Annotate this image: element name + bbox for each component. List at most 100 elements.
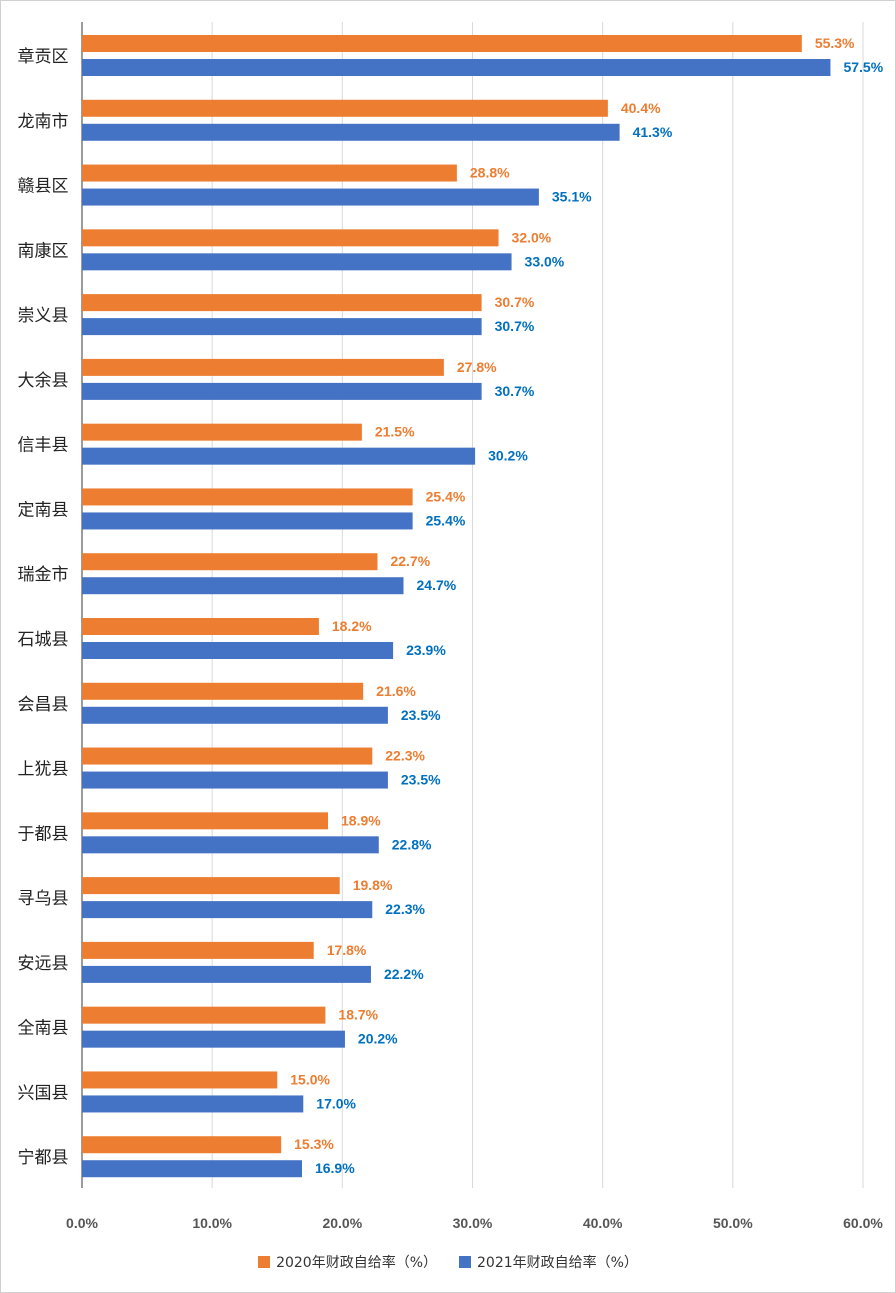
- data-label-2021: 23.5%: [401, 707, 441, 723]
- data-label-2020: 15.3%: [294, 1136, 334, 1152]
- data-label-2020: 18.9%: [341, 812, 381, 828]
- legend-item-2021: 2021年财政自给率（%）: [459, 1252, 638, 1272]
- data-label-2021: 30.7%: [495, 383, 535, 399]
- data-label-2021: 22.8%: [392, 836, 432, 852]
- bar-2021: [82, 188, 539, 206]
- bar-2020: [82, 229, 499, 247]
- data-label-2020: 25.4%: [426, 488, 466, 504]
- category-label: 定南县: [18, 500, 69, 520]
- x-tick-label: 30.0%: [453, 1215, 493, 1231]
- category-label: 寻乌县: [18, 889, 69, 909]
- bar-2021: [82, 836, 379, 854]
- bar-2020: [82, 553, 378, 571]
- data-label-2020: 19.8%: [353, 877, 393, 893]
- bar-2020: [82, 1006, 326, 1024]
- bar-2020: [82, 941, 314, 959]
- category-label: 大余县: [18, 371, 69, 391]
- data-label-2021: 35.1%: [552, 189, 592, 205]
- bar-2020: [82, 358, 444, 376]
- bar-2020: [82, 164, 457, 182]
- data-label-2020: 21.5%: [375, 424, 415, 440]
- data-label-2021: 24.7%: [417, 577, 457, 593]
- legend-swatch-2021: [459, 1256, 471, 1268]
- data-label-2021: 23.5%: [401, 772, 441, 788]
- x-tick-labels: 0.0% 10.0% 20.0% 30.0% 40.0% 50.0% 60.0%: [66, 1215, 883, 1231]
- bar-2020: [82, 423, 362, 441]
- x-tick-label: 20.0%: [322, 1215, 362, 1231]
- data-label-2020: 17.8%: [327, 942, 367, 958]
- legend-label-2021: 2021年财政自给率（%）: [477, 1255, 638, 1271]
- data-label-2021: 30.7%: [495, 318, 535, 334]
- x-tick-label: 40.0%: [583, 1215, 623, 1231]
- data-label-2020: 28.8%: [470, 165, 510, 181]
- bar-2021: [82, 1160, 302, 1178]
- bar-2020: [82, 1136, 282, 1154]
- data-label-2021: 41.3%: [633, 124, 673, 140]
- data-label-2020: 18.7%: [338, 1007, 378, 1023]
- bar-2021: [82, 577, 404, 595]
- data-label-2020: 22.3%: [385, 748, 425, 764]
- data-label-2021: 25.4%: [426, 512, 466, 528]
- data-label-2020: 40.4%: [621, 100, 661, 116]
- data-label-2021: 57.5%: [843, 59, 883, 75]
- bar-2021: [82, 1095, 304, 1113]
- bar-2021: [82, 901, 373, 919]
- bar-2021: [82, 253, 512, 271]
- x-tick-label: 0.0%: [66, 1215, 98, 1231]
- x-tick-label: 10.0%: [192, 1215, 232, 1231]
- data-label-2021: 20.2%: [358, 1031, 398, 1047]
- data-label-2020: 27.8%: [457, 359, 497, 375]
- category-label: 宁都县: [18, 1148, 69, 1168]
- category-label: 兴国县: [18, 1083, 69, 1103]
- data-label-2021: 30.2%: [488, 448, 528, 464]
- category-label: 会昌县: [18, 695, 69, 715]
- bar-2020: [82, 294, 482, 312]
- category-labels: 章贡区龙南市赣县区南康区崇义县大余县信丰县定南县瑞金市石城县会昌县上犹县于都县寻…: [18, 47, 69, 1168]
- category-label: 章贡区: [18, 47, 69, 67]
- data-label-2020: 22.7%: [390, 553, 430, 569]
- bar-2021: [82, 965, 371, 983]
- x-tick-label: 60.0%: [843, 1215, 883, 1231]
- bar-2020: [82, 35, 802, 52]
- category-label: 全南县: [18, 1019, 69, 1039]
- bar-2021: [82, 706, 388, 724]
- data-labels: 55.3% 57.5% 40.4% 41.3% 28.8% 35.1% 32.0% 33.0%…: [290, 35, 883, 1176]
- bar-2021: [82, 59, 831, 76]
- bar-2020: [82, 682, 364, 700]
- bar-2021: [82, 512, 413, 530]
- bar-2021: [82, 382, 482, 400]
- category-label: 石城县: [18, 630, 69, 650]
- bar-2021: [82, 1030, 345, 1048]
- bars: [82, 35, 831, 1178]
- data-label-2021: 23.9%: [406, 642, 446, 658]
- category-label: 崇义县: [18, 306, 69, 326]
- bar-2021: [82, 447, 476, 465]
- data-label-2020: 55.3%: [815, 35, 855, 51]
- legend-label-2020: 2020年财政自给率（%）: [276, 1255, 437, 1271]
- bar-2020: [82, 618, 319, 635]
- bar-2020: [82, 99, 608, 117]
- data-label-2021: 22.3%: [385, 901, 425, 917]
- category-label: 于都县: [18, 824, 69, 844]
- bar-2021: [82, 642, 394, 659]
- category-label: 上犹县: [18, 760, 69, 780]
- bar-2021: [82, 771, 388, 789]
- category-label: 南康区: [18, 241, 69, 261]
- data-label-2020: 21.6%: [376, 683, 416, 699]
- bar-2021: [82, 318, 482, 336]
- data-label-2021: 16.9%: [315, 1160, 355, 1176]
- data-label-2021: 22.2%: [384, 966, 424, 982]
- bar-2020: [82, 488, 413, 506]
- category-label: 安远县: [18, 954, 69, 974]
- category-label: 信丰县: [18, 436, 69, 456]
- legend: 2020年财政自给率（%） 2021年财政自给率（%）: [0, 1252, 896, 1272]
- bar-2020: [82, 812, 329, 830]
- data-label-2020: 18.2%: [332, 618, 372, 634]
- data-label-2020: 32.0%: [512, 229, 552, 245]
- category-label: 龙南市: [18, 112, 69, 132]
- bar-2020: [82, 747, 373, 765]
- x-tick-label: 50.0%: [713, 1215, 753, 1231]
- legend-item-2020: 2020年财政自给率（%）: [258, 1252, 437, 1272]
- grid-lines: [81, 22, 864, 1188]
